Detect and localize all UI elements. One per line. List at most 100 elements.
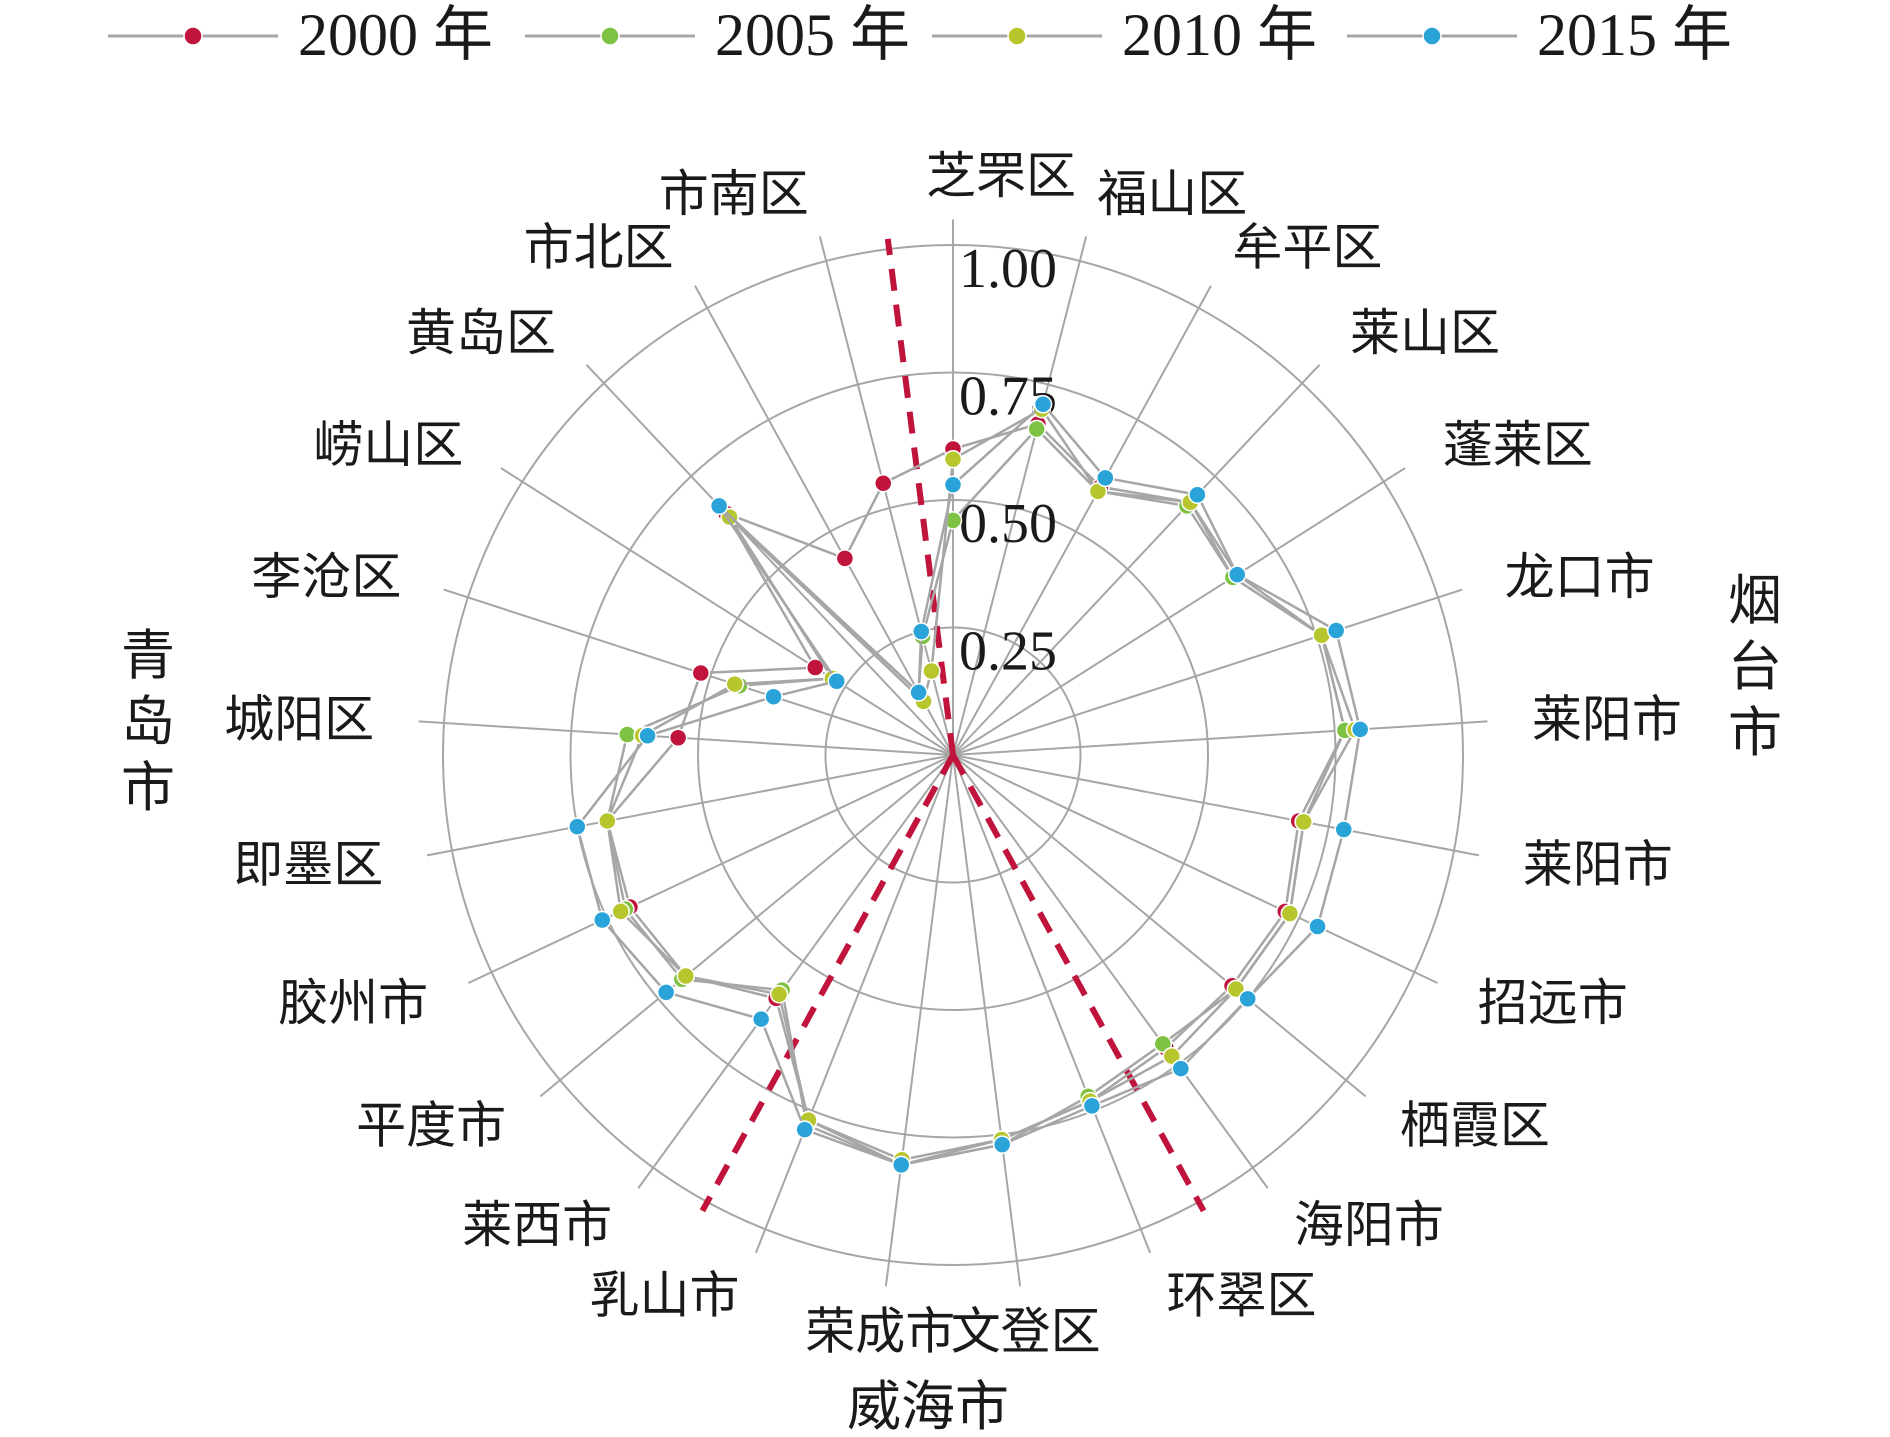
spoke xyxy=(952,754,1480,857)
data-point xyxy=(805,658,825,677)
group-divider-line xyxy=(950,753,1207,1213)
data-point xyxy=(922,661,941,681)
spoke xyxy=(952,754,1269,1189)
data-point xyxy=(668,728,688,747)
data-point xyxy=(1096,468,1115,488)
spoke xyxy=(637,754,954,1189)
spoke xyxy=(952,754,1152,1254)
legend-label: 2010 年 xyxy=(1122,2,1317,68)
category-label: 平度市 xyxy=(356,1097,506,1155)
data-point xyxy=(1227,565,1247,584)
data-point xyxy=(1294,812,1313,832)
data-point xyxy=(638,726,657,746)
category-label: 城阳区 xyxy=(224,691,374,749)
data-point xyxy=(1334,820,1354,839)
group-divider-line xyxy=(699,753,956,1213)
category-label: 黄岛区 xyxy=(406,304,556,362)
data-point xyxy=(598,811,617,831)
group-label: 烟台市 xyxy=(1728,569,1782,764)
category-label: 招远市 xyxy=(1478,974,1628,1032)
data-point xyxy=(1171,1059,1191,1078)
category-label: 李沧区 xyxy=(251,548,401,606)
category-label: 栖霞区 xyxy=(1400,1097,1550,1155)
group-dividers xyxy=(699,238,1207,1213)
legend-item: 2015 年 xyxy=(1347,2,1732,68)
spoke xyxy=(694,285,954,756)
data-point xyxy=(1162,1046,1182,1066)
data-point xyxy=(676,966,696,986)
data-point xyxy=(891,1155,911,1175)
tick-label: 1.00 xyxy=(959,238,1057,300)
category-label: 即墨区 xyxy=(233,836,383,894)
spoke xyxy=(585,363,954,756)
data-point xyxy=(1188,485,1207,505)
legend-item: 2005 年 xyxy=(525,2,910,68)
spoke xyxy=(468,754,954,984)
data-point xyxy=(873,474,893,493)
spoke xyxy=(952,467,1406,756)
category-label: 崂山区 xyxy=(313,416,463,474)
data-point xyxy=(1027,419,1046,439)
legend-label: 2005 年 xyxy=(715,2,910,68)
series-line xyxy=(606,407,1357,1162)
legend: 2000 年 2005 年 2010 年 2015 年 xyxy=(108,2,1732,68)
data-point xyxy=(656,983,676,1002)
category-label: 莱山区 xyxy=(1350,304,1500,362)
data-point xyxy=(725,674,744,694)
tick-label: 0.50 xyxy=(959,493,1057,555)
legend-item: 2010 年 xyxy=(932,2,1317,68)
data-point xyxy=(1226,979,1246,999)
data-point xyxy=(835,549,855,568)
data-point xyxy=(795,1120,814,1139)
data-point xyxy=(764,687,783,706)
category-label: 荣成市 xyxy=(805,1302,955,1360)
category-label: 龙口市 xyxy=(1505,548,1655,606)
legend-marker xyxy=(1422,26,1442,46)
legend-label: 2015 年 xyxy=(1537,2,1732,68)
legend-marker xyxy=(183,26,203,46)
data-point xyxy=(709,496,729,516)
data-point xyxy=(943,475,963,494)
data-point xyxy=(827,671,846,691)
group-label: 威海市 xyxy=(847,1375,1009,1437)
data-point xyxy=(909,683,928,702)
spoke xyxy=(952,236,1088,756)
category-label: 环翠区 xyxy=(1167,1266,1317,1324)
data-point xyxy=(1326,621,1346,640)
category-label: 莱阳市 xyxy=(1532,691,1682,749)
category-label: 海阳市 xyxy=(1294,1196,1444,1254)
spoke xyxy=(500,467,954,756)
spoke xyxy=(952,363,1321,756)
data-point xyxy=(1033,395,1053,414)
data-point xyxy=(611,902,630,921)
data-point xyxy=(1238,989,1257,1009)
category-label: 胶州市 xyxy=(278,974,428,1032)
data-point xyxy=(1082,1096,1102,1116)
data-point xyxy=(751,1009,771,1029)
data-point xyxy=(912,622,931,641)
category-label: 市南区 xyxy=(659,165,809,223)
category-label: 福山区 xyxy=(1097,165,1247,223)
radial-tick-labels: 0.250.500.751.00 xyxy=(959,238,1057,683)
category-label: 莱西市 xyxy=(462,1196,612,1254)
series-line xyxy=(575,402,1362,1167)
spoke xyxy=(952,285,1212,756)
series-layer xyxy=(568,395,1370,1175)
spoke xyxy=(952,588,1463,756)
spoke xyxy=(952,720,1488,756)
group-divider-line xyxy=(884,238,956,756)
data-point xyxy=(691,663,711,683)
spoke xyxy=(952,754,1438,984)
data-point xyxy=(568,817,587,836)
category-label: 莱阳市 xyxy=(1523,836,1673,894)
legend-item: 2000 年 xyxy=(108,2,493,68)
category-label: 乳山市 xyxy=(589,1266,739,1324)
data-point xyxy=(617,725,637,744)
spoke xyxy=(952,754,1022,1287)
category-label: 蓬莱区 xyxy=(1443,416,1593,474)
legend-marker xyxy=(1007,26,1027,46)
category-labels: 芝罘区 福山区牟平区莱山区蓬莱区龙口市莱阳市莱阳市招远市栖霞区海阳市环翠区文登区荣… xyxy=(224,147,1682,1360)
tick-label: 0.25 xyxy=(959,621,1057,683)
